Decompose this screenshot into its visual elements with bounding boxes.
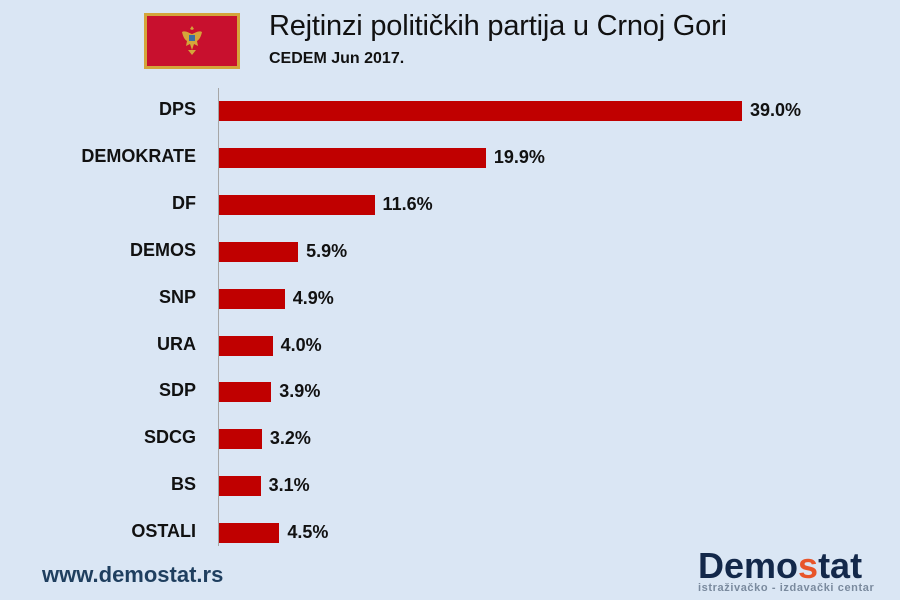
bar-row: URA 4.0%	[0, 333, 900, 356]
value-label: 4.9%	[292, 287, 334, 308]
value-label: 4.5%	[287, 522, 329, 543]
category-label: BS	[170, 474, 196, 495]
bar	[219, 101, 742, 121]
bar-row: SDP 3.9%	[0, 380, 900, 403]
bar	[219, 523, 280, 544]
y-axis-line	[218, 88, 219, 546]
bar	[219, 335, 273, 356]
logo-tagline: istraživačko - izdavački centar	[698, 582, 875, 594]
category-label: SDCG	[143, 427, 196, 448]
logo-suffix: tat	[818, 545, 863, 586]
bar-row: DEMOKRATE 19.9%	[0, 145, 900, 168]
bar-row: DPS 39.0%	[0, 99, 900, 121]
category-label: SDP	[158, 380, 196, 401]
value-label: 19.9%	[493, 146, 545, 167]
bar-row: DEMOS 5.9%	[0, 239, 900, 262]
montenegro-flag-icon	[144, 13, 240, 69]
bar	[219, 476, 261, 497]
category-label: OSTALI	[131, 521, 196, 542]
category-label: DEMOS	[129, 239, 196, 260]
demostat-logo: Demostat istraživačko - izdavački centar	[698, 545, 875, 595]
value-label: 3.1%	[268, 475, 310, 496]
website-link[interactable]: www.demostat.rs	[42, 562, 224, 587]
category-label: SNP	[158, 286, 196, 307]
bar	[219, 194, 375, 215]
value-label: 3.2%	[269, 428, 311, 449]
value-label: 39.0%	[750, 100, 802, 120]
bar	[219, 241, 299, 262]
category-label: URA	[157, 333, 196, 354]
bar-row: BS 3.1%	[0, 474, 900, 497]
value-label: 3.9%	[279, 381, 321, 402]
bar-row: OSTALI 4.5%	[0, 521, 900, 544]
category-label: DPS	[158, 99, 196, 119]
category-label: DEMOKRATE	[81, 145, 196, 166]
bar	[219, 429, 262, 450]
bar-row: DF 11.6%	[0, 192, 900, 215]
chart-subtitle: CEDEM Jun 2017.	[269, 50, 405, 67]
chart-title: Rejtinzi političkih partija u Crnoj Gori	[269, 10, 727, 42]
bar	[219, 382, 272, 403]
value-label: 5.9%	[306, 240, 348, 261]
value-label: 11.6%	[382, 193, 433, 214]
value-label: 4.0%	[280, 334, 322, 355]
logo-prefix: Demo	[698, 545, 799, 586]
bar	[219, 147, 486, 168]
bar-row: SNP 4.9%	[0, 286, 900, 309]
category-label: DF	[172, 192, 196, 213]
bar	[219, 288, 285, 309]
bar-row: SDCG 3.2%	[0, 427, 900, 450]
logo-accent: s	[798, 545, 819, 586]
